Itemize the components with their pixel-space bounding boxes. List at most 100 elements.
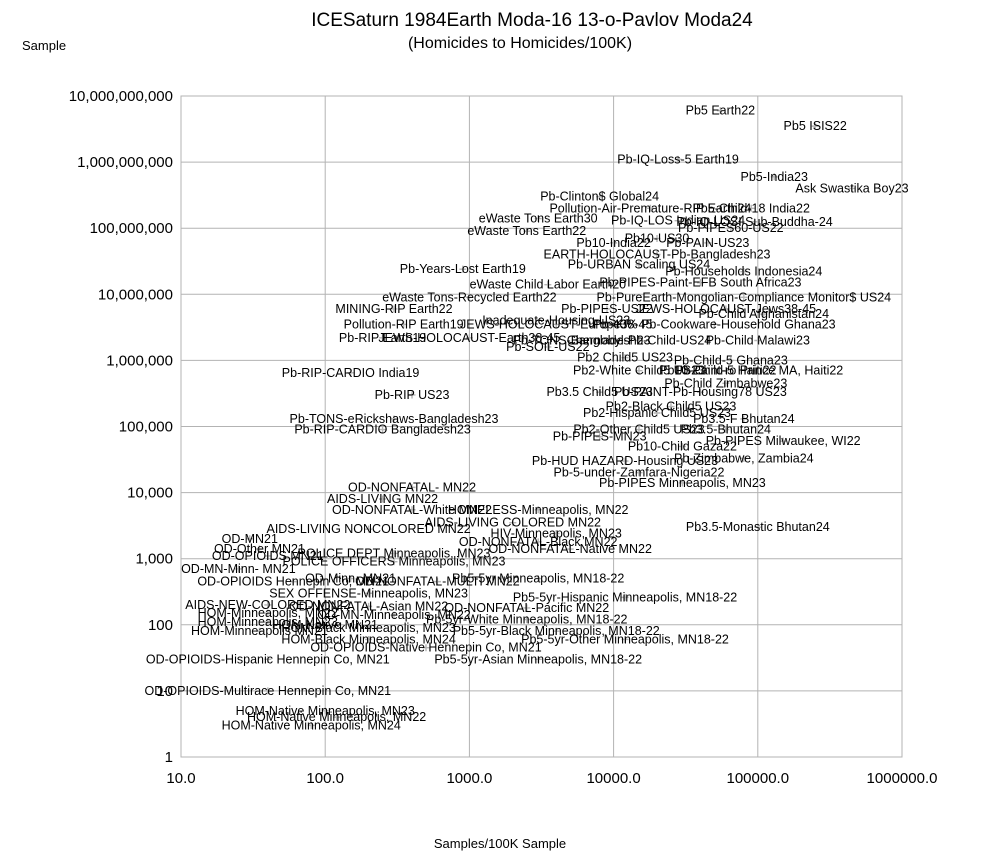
- data-point-label: Pb5-5yr-Hispanic Minneapolis, MN18-22: [513, 590, 737, 604]
- data-point-label: Pb5-India23: [741, 170, 808, 184]
- y-tick-label: 1,000: [135, 551, 173, 568]
- data-point-label: Pb-PIPES60-US22: [678, 221, 784, 235]
- data-point-label: OD-NONFATAL-Asian MN22: [289, 599, 448, 613]
- data-point-marker: [390, 611, 398, 619]
- data-point-label: Pb-PIPES-Paint-EFB South Africa23: [599, 276, 801, 290]
- data-point-marker: [596, 193, 604, 201]
- data-point-marker: [578, 337, 586, 345]
- y-tick-label: 1,000,000: [106, 352, 173, 369]
- data-point-label: Pb10-Paint-ro Prince MA, Haiti22: [659, 364, 843, 378]
- data-point-label: Pb3.5-Monastic Bhutan24: [686, 520, 830, 534]
- data-point-label: HOM-Minneapolis, MN22: [198, 606, 338, 620]
- data-point-label: HOMELESS-Minneapolis, MN22: [448, 503, 629, 517]
- data-point-marker: [779, 437, 787, 445]
- data-point-label: Pollution-RIP Earth19: [344, 317, 464, 331]
- data-point-label: Inadequate-Housing-US23: [482, 314, 630, 328]
- data-point-marker: [365, 525, 373, 533]
- data-point-marker: [264, 687, 272, 695]
- data-point-label: Pb-Child Malawi23: [706, 334, 810, 348]
- data-point-marker: [621, 457, 629, 465]
- data-point-label: Pb2-Hispanic Child5 US23: [583, 406, 731, 420]
- data-point-label: OD-NONFATAL-Native MN22: [488, 542, 652, 556]
- data-point-label: Pb-Households Indonesia24: [665, 265, 822, 279]
- data-point-label: HOM-Black Minneapolis, MN24: [281, 632, 455, 646]
- data-point-label: Ask Swastika Boy23: [795, 181, 908, 195]
- data-point-label: OD-NONFATAL-White MN22: [332, 503, 492, 517]
- data-point-label: HOM-Native Minneapolis, MN23: [236, 704, 415, 718]
- data-point-marker: [696, 279, 704, 287]
- data-point-marker: [523, 604, 531, 612]
- data-point-label: HIV-Minneapolis, MN23: [491, 527, 622, 541]
- data-point-label: OD-Minn- MN21: [305, 572, 396, 586]
- data-point-marker: [534, 506, 542, 514]
- data-point-marker: [365, 635, 373, 643]
- data-point-label: Pb3.5 Child5 US23: [546, 385, 652, 399]
- data-point-marker: [465, 293, 473, 301]
- data-point-label: OD-OPIOIDS-Hispanic Hennepin Co, MN21: [146, 652, 390, 666]
- data-point-marker: [234, 565, 242, 573]
- data-point-marker: [610, 239, 618, 247]
- data-point-label: Pb-5-under-Zamfara-Nigeria22: [554, 466, 725, 480]
- data-point-marker: [465, 334, 473, 342]
- data-point-label: Pb2-Black Child5 US23: [606, 400, 737, 414]
- data-point-label: Pb10-India22: [576, 236, 650, 250]
- data-point-label: HOM-Native MN21: [272, 618, 378, 632]
- data-point-label: Pb-Years-Lost Earth19: [400, 262, 526, 276]
- data-point-marker: [347, 369, 355, 377]
- scatter-markers: [234, 107, 856, 729]
- data-point-label: JEWS-HOLOCAUST-Europe38-45: [460, 317, 652, 331]
- data-point-label: OD-NONFATAL-Pacific MN22: [444, 601, 609, 615]
- data-point-marker: [534, 538, 542, 546]
- data-point-marker: [255, 627, 263, 635]
- data-point-label: OD-MN21: [222, 532, 278, 546]
- data-point-label: OD-Other MN21: [214, 542, 305, 556]
- data-point-marker: [653, 234, 661, 242]
- data-point-label: Pb5 Earth22: [686, 104, 756, 118]
- data-point-label: Pb-TONS-eRickshaws-Bangladesh23: [290, 412, 499, 426]
- data-point-marker: [264, 609, 272, 617]
- x-tick-label: 100000.0: [727, 770, 790, 787]
- data-point-marker: [544, 281, 552, 289]
- data-point-label: Pb-PIPES Milwaukee, WI22: [706, 434, 861, 448]
- x-tick-label: 1000.0: [446, 770, 492, 787]
- y-tick-label: 1: [165, 749, 173, 766]
- data-point-marker: [635, 337, 643, 345]
- data-point-label: OD-MN-Minn- MN21: [181, 562, 296, 576]
- data-point-label: Pb-PIPES Minneapolis, MN23: [599, 476, 766, 490]
- data-point-marker: [321, 621, 329, 629]
- data-point-marker: [390, 558, 398, 566]
- data-point-marker: [552, 530, 560, 538]
- data-point-marker: [722, 426, 730, 434]
- data-point-marker: [566, 545, 574, 553]
- data-point-label: HOM-Black Minneapolis, MN23: [281, 621, 455, 635]
- data-point-marker: [408, 506, 416, 514]
- data-point-label: Pb-RIP Earth19: [339, 331, 426, 345]
- data-point-label: AIDS-LIVING MN22: [327, 492, 438, 506]
- data-point-marker: [408, 483, 416, 491]
- data-point-marker: [653, 251, 661, 259]
- data-point-marker: [747, 367, 755, 375]
- x-axis-title: Samples/100K Sample: [434, 836, 566, 851]
- data-point-marker: [635, 469, 643, 477]
- data-point-label: Chernobyl-Pb-Child-US24: [567, 334, 712, 348]
- data-point-marker: [635, 261, 643, 269]
- data-point-marker: [667, 403, 675, 411]
- data-point-marker: [770, 173, 778, 181]
- data-point-marker: [523, 227, 531, 235]
- data-point-marker: [433, 578, 441, 586]
- data-point-label: MINING-RIP Earth22: [335, 302, 452, 316]
- data-point-marker: [621, 635, 629, 643]
- data-point-marker: [621, 593, 629, 601]
- data-point-marker: [552, 320, 560, 328]
- data-point-marker: [722, 305, 730, 313]
- chart-title: ICESaturn 1984Earth Moda-16 13-o-Pavlov …: [311, 10, 753, 31]
- x-tick-label: 100.0: [306, 770, 344, 787]
- data-point-label: Pb-Child-5 Haiti22: [675, 364, 776, 378]
- data-point-marker: [400, 320, 408, 328]
- data-point-label: Pb2-White Child5 US23: [573, 364, 705, 378]
- data-point-label: OD-OPIOIDS-Multirace Hennepin Co, MN21: [145, 684, 392, 698]
- data-point-label: eWaste Tons-Recycled Earth22: [382, 290, 556, 304]
- data-point-label: OD-OPIOIDS-Native Hennepin Co, MN21: [310, 641, 541, 655]
- y-axis-title: Sample: [22, 38, 66, 53]
- data-point-marker: [534, 215, 542, 223]
